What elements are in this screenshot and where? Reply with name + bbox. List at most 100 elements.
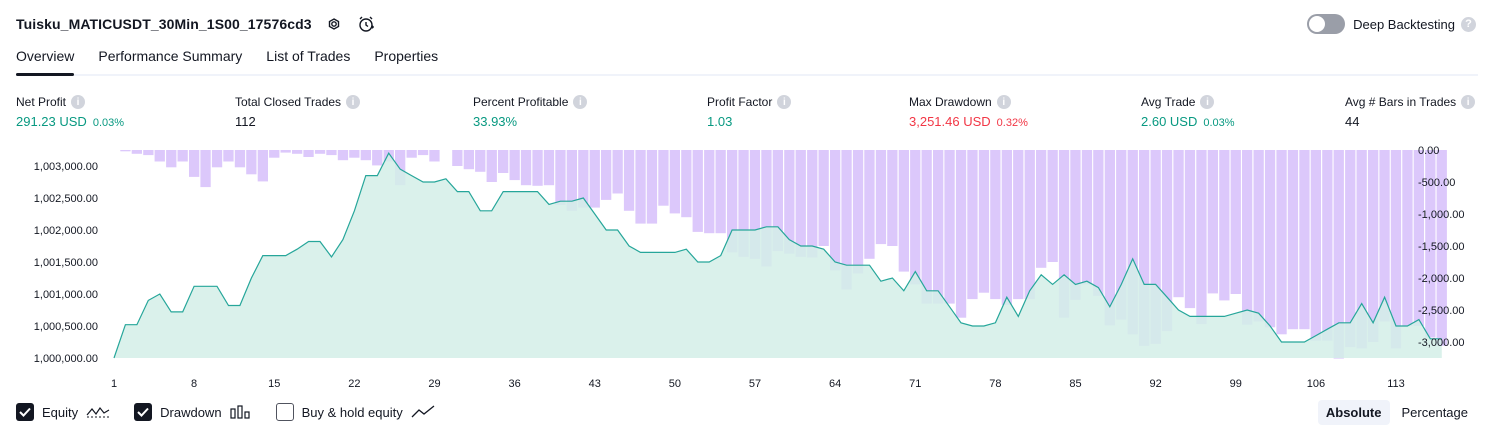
absolute-button[interactable]: Absolute — [1318, 400, 1390, 425]
tab-properties[interactable]: Properties — [374, 48, 438, 74]
toggle-knob — [1309, 16, 1325, 32]
metric-percent-profitable: Percent Profitable i 33.93% — [473, 94, 587, 129]
settings-icon[interactable] — [324, 14, 344, 34]
tab-list-of-trades[interactable]: List of Trades — [266, 48, 350, 74]
drawdown-bar — [361, 150, 371, 160]
drawdown-bar — [178, 150, 188, 162]
metric-pct: 0.32% — [997, 117, 1028, 129]
x-tick: 64 — [829, 378, 841, 390]
buy-hold-checkbox[interactable] — [276, 403, 294, 421]
drawdown-bar — [498, 150, 508, 173]
equity-drawdown-chart[interactable]: 1,000,000.00 1,000,500.00 1,001,000.00 1,00… — [0, 138, 1494, 396]
drawdown-bar — [658, 150, 668, 206]
drawdown-bar — [1242, 150, 1252, 325]
y-right-tick: -2,000.00 — [1418, 273, 1464, 285]
drawdown-bar — [1322, 150, 1332, 341]
info-icon[interactable]: i — [573, 95, 587, 109]
drawdown-bar — [120, 150, 130, 151]
buy-hold-line-icon — [411, 405, 435, 419]
x-tick: 113 — [1387, 378, 1405, 390]
metric-max-drawdown: Max Drawdown i 3,251.46 USD 0.32% — [909, 94, 1028, 129]
drawdown-bar — [681, 150, 691, 217]
x-axis: 1 8 15 22 29 36 43 50 57 64 71 78 85 92 99 106 113 — [111, 378, 1405, 390]
drawdown-bar — [864, 150, 874, 259]
metric-value: 1.03 — [707, 114, 732, 129]
drawdown-bar — [876, 150, 886, 244]
x-tick: 71 — [909, 378, 921, 390]
info-icon[interactable]: i — [346, 95, 360, 109]
help-icon[interactable]: ? — [1461, 17, 1476, 32]
metric-label: Max Drawdown — [909, 95, 992, 109]
drawdown-bar — [1219, 150, 1229, 300]
drawdown-bar — [143, 150, 153, 155]
drawdown-bar — [979, 150, 989, 293]
deep-backtesting-toggle[interactable] — [1307, 14, 1345, 34]
drawdown-bar — [429, 150, 439, 162]
y-left-tick: 1,002,500.00 — [34, 193, 98, 205]
info-icon[interactable]: i — [1461, 95, 1475, 109]
legend-equity[interactable]: Equity — [16, 403, 110, 421]
info-icon[interactable]: i — [71, 95, 85, 109]
title-row: Tuisku_MATICUSDT_30Min_1S00_17576cd3 — [16, 14, 376, 34]
percentage-button[interactable]: Percentage — [1394, 400, 1477, 425]
x-tick: 22 — [348, 378, 360, 390]
drawdown-checkbox[interactable] — [134, 403, 152, 421]
drawdown-bar — [303, 150, 313, 157]
drawdown-bar — [819, 150, 829, 246]
tab-overview[interactable]: Overview — [16, 48, 74, 74]
drawdown-bars-icon — [230, 405, 252, 419]
drawdown-bar — [372, 150, 382, 165]
x-tick: 50 — [669, 378, 681, 390]
info-icon[interactable]: i — [997, 95, 1011, 109]
drawdown-bar — [716, 150, 726, 233]
drawdown-bar — [1025, 150, 1035, 299]
drawdown-bar — [200, 150, 210, 187]
x-tick: 29 — [428, 378, 440, 390]
alert-clock-icon[interactable] — [356, 14, 376, 34]
drawdown-bar — [922, 150, 932, 304]
metric-value: 2.60 USD — [1141, 114, 1197, 129]
drawdown-bar — [944, 150, 954, 304]
drawdown-bar — [1036, 150, 1046, 268]
drawdown-bar — [899, 150, 909, 272]
metric-label: Profit Factor — [707, 95, 772, 109]
drawdown-bar — [452, 150, 462, 166]
drawdown-bar — [693, 150, 703, 232]
y-right-tick: 0.00 — [1418, 145, 1439, 157]
drawdown-bar — [223, 150, 233, 162]
legend-equity-label: Equity — [42, 405, 78, 420]
drawdown-bar — [887, 150, 897, 246]
metric-avg-bars: Avg # Bars in Trades i 44 — [1345, 94, 1475, 129]
drawdown-bar — [235, 150, 245, 167]
drawdown-bar — [246, 150, 256, 174]
x-tick: 1 — [111, 378, 117, 390]
legend-buy-hold[interactable]: Buy & hold equity — [276, 403, 435, 421]
drawdown-bar — [704, 150, 714, 233]
drawdown-bar — [796, 150, 806, 257]
metric-value: 44 — [1345, 114, 1359, 129]
drawdown-bar — [1299, 150, 1309, 329]
info-icon[interactable]: i — [1200, 95, 1214, 109]
tab-performance-summary[interactable]: Performance Summary — [98, 48, 242, 74]
x-tick: 36 — [508, 378, 520, 390]
drawdown-bar — [613, 150, 623, 194]
drawdown-bar — [269, 150, 279, 158]
metric-label: Avg Trade — [1141, 95, 1195, 109]
drawdown-bar — [807, 150, 817, 258]
chart-legend: Equity Drawdown Buy & hold equity — [16, 403, 459, 421]
strategy-title: Tuisku_MATICUSDT_30Min_1S00_17576cd3 — [16, 16, 312, 32]
drawdown-bar — [670, 150, 680, 213]
drawdown-bar — [475, 150, 485, 172]
drawdown-bar — [464, 150, 474, 169]
y-right-tick: -2,500.00 — [1418, 305, 1464, 317]
y-right-tick: -1,000.00 — [1418, 209, 1464, 221]
equity-checkbox[interactable] — [16, 403, 34, 421]
drawdown-bar — [1196, 150, 1206, 324]
legend-drawdown[interactable]: Drawdown — [134, 403, 251, 421]
drawdown-bar — [601, 150, 611, 200]
legend-drawdown-label: Drawdown — [160, 405, 221, 420]
info-icon[interactable]: i — [777, 95, 791, 109]
drawdown-bar — [315, 150, 325, 154]
drawdown-bar — [1048, 150, 1058, 262]
metric-total-closed-trades: Total Closed Trades i 112 — [235, 94, 360, 129]
